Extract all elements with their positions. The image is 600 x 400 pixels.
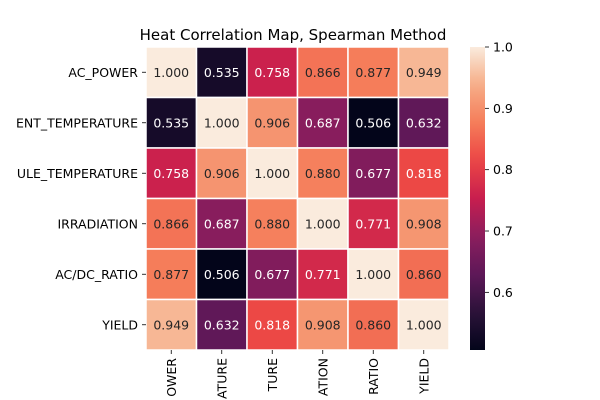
colorbar-tick-label: 0.7 bbox=[493, 224, 513, 239]
cell-value-label: 1.000 bbox=[153, 65, 189, 80]
colorbar-tick-label: 0.9 bbox=[493, 101, 513, 116]
heatmap-cell bbox=[246, 248, 299, 301]
cell-value-label: 0.632 bbox=[406, 115, 442, 130]
cell-value-label: 0.758 bbox=[254, 65, 290, 80]
heatmap-cell bbox=[296, 96, 349, 149]
cell-value-label: 0.860 bbox=[355, 317, 391, 332]
y-tick-label: ULE_TEMPERATURE bbox=[17, 166, 138, 181]
cell-value-label: 1.000 bbox=[254, 166, 290, 181]
y-tick-label: AC_POWER bbox=[68, 65, 138, 80]
cell-value-label: 1.000 bbox=[406, 317, 442, 332]
colorbar: 0.6 0.7 0.8 0.9 1.0 bbox=[470, 40, 513, 350]
heatmap-cell bbox=[195, 96, 248, 149]
heatmap-cell bbox=[397, 96, 450, 149]
colorbar-tick-label: 0.8 bbox=[493, 162, 513, 177]
cell-value-label: 0.906 bbox=[254, 115, 290, 130]
heatmap-cell bbox=[347, 197, 400, 250]
x-tick-label: TURE bbox=[265, 358, 280, 392]
cell-value-label: 0.880 bbox=[305, 166, 341, 181]
cell-value-label: 0.866 bbox=[305, 65, 341, 80]
cell-value-label: 0.535 bbox=[204, 65, 240, 80]
heatmap-cell bbox=[347, 147, 400, 200]
cell-value-label: 0.771 bbox=[355, 216, 391, 231]
heatmap-cell bbox=[296, 197, 349, 250]
heatmap-cell bbox=[347, 248, 400, 301]
heatmap-cell bbox=[397, 46, 450, 99]
heatmap-cell bbox=[397, 147, 450, 200]
heatmap-cell bbox=[145, 197, 198, 250]
heatmap-cell bbox=[195, 147, 248, 200]
cell-value-label: 0.677 bbox=[355, 166, 391, 181]
cell-value-label: 1.000 bbox=[355, 267, 391, 282]
cell-value-label: 0.632 bbox=[204, 317, 240, 332]
chart-title: Heat Correlation Map, Spearman Method bbox=[140, 26, 447, 44]
cell-value-label: 0.687 bbox=[305, 115, 341, 130]
cell-value-label: 0.880 bbox=[254, 216, 290, 231]
x-tick-label: ATURE bbox=[214, 358, 229, 399]
cell-value-label: 0.818 bbox=[406, 166, 442, 181]
cell-value-label: 0.771 bbox=[305, 267, 341, 282]
cell-value-label: 0.818 bbox=[254, 317, 290, 332]
x-tick-labels: OWER ATURE TURE ATION RATIO YIELD bbox=[164, 350, 431, 399]
heatmap-cell bbox=[246, 197, 299, 250]
colorbar-tick-label: 0.6 bbox=[493, 285, 513, 300]
cell-value-label: 1.000 bbox=[204, 115, 240, 130]
cell-value-label: 0.877 bbox=[153, 267, 189, 282]
cell-value-label: 0.535 bbox=[153, 115, 189, 130]
cell-value-label: 0.949 bbox=[153, 317, 189, 332]
heatmap-cell bbox=[145, 298, 198, 351]
colorbar-gradient bbox=[470, 47, 485, 350]
y-tick-label: AC/DC_RATIO bbox=[55, 267, 138, 282]
x-tick-label: RATIO bbox=[366, 358, 381, 395]
cell-value-label: 0.908 bbox=[406, 216, 442, 231]
cell-value-label: 0.866 bbox=[153, 216, 189, 231]
heatmap-cells: 1.000 0.535 0.758 0.866 0.877 0.949 0.535 1.000… bbox=[145, 46, 450, 351]
cell-value-label: 0.877 bbox=[355, 65, 391, 80]
heatmap-cell bbox=[195, 46, 248, 99]
cell-value-label: 0.677 bbox=[254, 267, 290, 282]
cell-value-label: 0.949 bbox=[406, 65, 442, 80]
cell-value-label: 0.687 bbox=[204, 216, 240, 231]
y-tick-label: YIELD bbox=[101, 317, 138, 332]
colorbar-tick-label: 1.0 bbox=[493, 40, 513, 55]
y-tick-labels: AC_POWER ENT_TEMPERATURE ULE_TEMPERATURE IR… bbox=[16, 65, 146, 332]
x-tick-label: YIELD bbox=[416, 358, 431, 395]
heatmap-cell bbox=[296, 147, 349, 200]
x-tick-label: OWER bbox=[164, 358, 179, 397]
cell-value-label: 0.506 bbox=[355, 115, 391, 130]
heatmap-cell bbox=[397, 248, 450, 301]
y-tick-label: ENT_TEMPERATURE bbox=[16, 115, 138, 130]
cell-value-label: 0.906 bbox=[204, 166, 240, 181]
cell-value-label: 0.758 bbox=[153, 166, 189, 181]
heatmap-cell bbox=[397, 197, 450, 250]
y-tick-label: IRRADIATION bbox=[57, 216, 138, 231]
cell-value-label: 1.000 bbox=[305, 216, 341, 231]
heatmap-cell bbox=[397, 298, 450, 351]
cell-value-label: 0.860 bbox=[406, 267, 442, 282]
cell-value-label: 0.908 bbox=[305, 317, 341, 332]
heatmap-cell bbox=[195, 197, 248, 250]
x-tick-label: ATION bbox=[315, 358, 330, 396]
cell-value-label: 0.506 bbox=[204, 267, 240, 282]
